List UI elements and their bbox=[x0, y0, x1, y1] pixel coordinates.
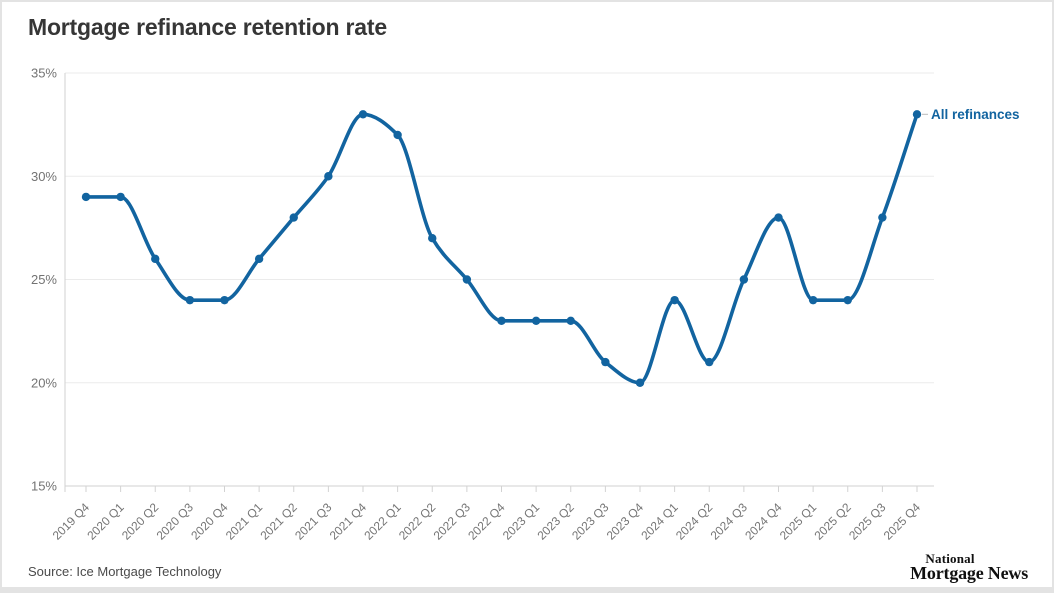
x-tick-label: 2020 Q3 bbox=[154, 500, 197, 543]
x-tick-label: 2021 Q3 bbox=[292, 500, 335, 543]
data-point bbox=[289, 213, 298, 222]
data-point bbox=[601, 357, 610, 367]
y-tick-label: 35% bbox=[31, 66, 57, 81]
x-tick-label: 2019 Q4 bbox=[50, 500, 93, 543]
x-tick-label: 2025 Q3 bbox=[846, 500, 889, 543]
data-point bbox=[705, 357, 714, 367]
x-tick-label: 2020 Q2 bbox=[119, 500, 162, 543]
x-tick-label: 2023 Q4 bbox=[604, 500, 647, 543]
logo-line1: National bbox=[925, 551, 975, 566]
x-tick-label: 2025 Q1 bbox=[777, 500, 820, 543]
y-tick-label: 30% bbox=[31, 169, 57, 184]
x-tick-label: 2022 Q2 bbox=[396, 500, 439, 543]
data-point bbox=[462, 275, 472, 284]
x-tick-label: 2021 Q2 bbox=[257, 500, 300, 543]
x-tick-label: 2021 Q1 bbox=[223, 500, 266, 543]
data-point bbox=[497, 316, 506, 325]
data-point bbox=[739, 275, 749, 284]
national-mortgage-news-logo: National Mortgage News bbox=[910, 552, 1028, 583]
data-point bbox=[912, 110, 922, 119]
source-note: Source: Ice Mortgage Technology bbox=[28, 564, 222, 579]
x-tick-label: 2024 Q4 bbox=[742, 500, 785, 543]
x-tick-label: 2024 Q3 bbox=[708, 500, 751, 543]
data-point bbox=[254, 254, 264, 264]
data-point bbox=[81, 192, 91, 202]
data-point bbox=[358, 110, 368, 119]
x-tick-label: 2023 Q1 bbox=[500, 500, 543, 543]
data-point bbox=[878, 213, 887, 222]
data-point bbox=[843, 295, 852, 305]
data-point bbox=[808, 295, 818, 305]
y-tick-label: 15% bbox=[31, 479, 57, 494]
data-point bbox=[116, 192, 125, 202]
x-tick-label: 2025 Q4 bbox=[881, 500, 924, 543]
data-point bbox=[428, 234, 437, 243]
data-point bbox=[220, 295, 229, 305]
data-point bbox=[531, 316, 541, 325]
data-point bbox=[774, 213, 783, 222]
page-title: Mortgage refinance retention rate bbox=[28, 14, 387, 40]
data-point bbox=[393, 130, 402, 140]
x-tick-label: 2023 Q2 bbox=[534, 500, 577, 543]
x-tick-label: 2021 Q4 bbox=[327, 500, 370, 543]
bottom-border-bar bbox=[2, 587, 1052, 591]
data-point bbox=[670, 295, 679, 305]
y-tick-label: 20% bbox=[31, 375, 57, 390]
series-line-all-refinances bbox=[84, 112, 919, 385]
data-point bbox=[324, 172, 333, 181]
x-tick-label: 2020 Q4 bbox=[188, 500, 231, 543]
x-tick-label: 2022 Q3 bbox=[431, 500, 474, 543]
x-tick-label: 2024 Q1 bbox=[638, 500, 681, 543]
y-tick-label: 25% bbox=[31, 272, 57, 287]
x-tick-label: 2024 Q2 bbox=[673, 500, 716, 543]
legend-label-all-refinances: All refinances bbox=[931, 107, 1020, 122]
x-tick-label: 2022 Q4 bbox=[465, 500, 508, 543]
data-point bbox=[185, 295, 195, 305]
data-point bbox=[151, 254, 160, 264]
logo-line2: Mortgage News bbox=[910, 563, 1028, 583]
x-tick-label: 2022 Q1 bbox=[361, 500, 404, 543]
x-tick-label: 2020 Q1 bbox=[84, 500, 127, 543]
data-point bbox=[635, 378, 645, 387]
x-tick-label: 2025 Q2 bbox=[811, 500, 854, 543]
x-tick-label: 2023 Q3 bbox=[569, 500, 612, 543]
data-point bbox=[566, 316, 575, 325]
